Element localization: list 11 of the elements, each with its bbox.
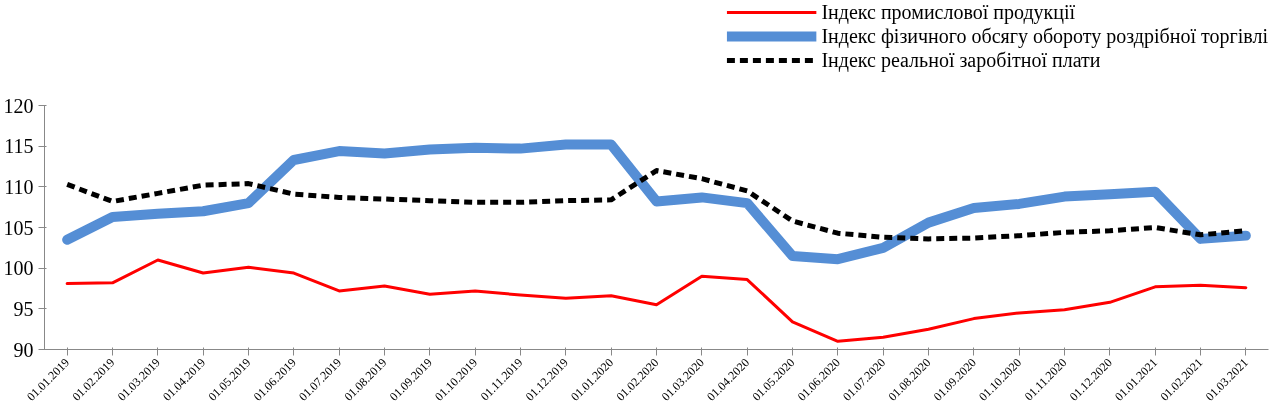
legend-label: Індекс реальної заробітної плати (821, 48, 1101, 72)
y-tick-label: 105 (3, 216, 34, 239)
y-tick-label: 100 (3, 257, 34, 280)
y-tick-label: 90 (13, 338, 34, 361)
line-series (65, 258, 1248, 343)
y-tick-label: 110 (4, 175, 34, 198)
legend-label: Індекс фізичного обсягу обороту роздрібної торгівлі (821, 24, 1268, 48)
y-tick-label: 115 (4, 135, 34, 158)
y-tick-label: 95 (13, 297, 34, 320)
legend-label: Індекс промислової продукції (821, 0, 1076, 24)
y-tick-label: 120 (3, 94, 34, 117)
